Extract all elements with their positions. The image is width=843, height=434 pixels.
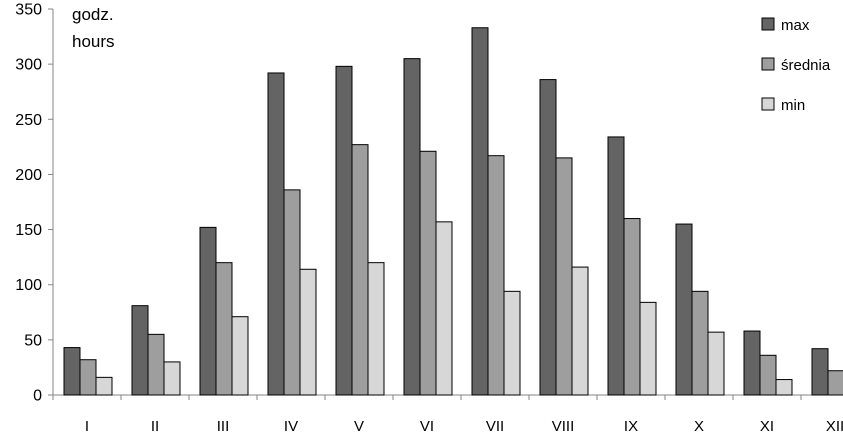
legend-label: min xyxy=(781,97,805,114)
bar-min-IV xyxy=(299,268,317,396)
x-tick-label: V xyxy=(354,418,364,434)
bar-min-X xyxy=(707,331,725,396)
bar-group xyxy=(63,27,843,396)
bar-min-VII xyxy=(503,290,521,396)
bar-średnia-XII xyxy=(827,370,843,396)
bar-średnia-VIII xyxy=(555,157,573,396)
x-tick-label: X xyxy=(694,418,704,434)
bar-min-III xyxy=(231,316,249,396)
bar-min-IX xyxy=(639,301,657,396)
bar-max-III xyxy=(199,226,217,396)
x-axis: I II III IV V VI VII VIII IX X XI XII xyxy=(52,394,843,434)
x-tick-label: IX xyxy=(624,418,638,434)
bar-max-IX xyxy=(607,136,625,396)
bar-średnia-II xyxy=(147,333,165,396)
bar-min-XI xyxy=(775,379,793,396)
y-tick-label: 200 xyxy=(15,167,42,184)
bar-średnia-VII xyxy=(487,155,505,396)
y-axis: 0 50 100 150 200 250 300 350 xyxy=(15,2,54,405)
bar-max-X xyxy=(675,223,693,396)
x-tick-label: XII xyxy=(826,418,843,434)
bar-min-I xyxy=(95,376,113,396)
bar-średnia-XI xyxy=(759,354,777,396)
bar-max-IV xyxy=(267,72,285,396)
y-tick-label: 300 xyxy=(15,57,42,74)
bar-średnia-V xyxy=(351,144,369,396)
bar-średnia-VI xyxy=(419,150,437,396)
y-tick-label: 250 xyxy=(15,112,42,129)
bar-max-XI xyxy=(743,330,761,396)
x-tick-label: VI xyxy=(420,418,434,434)
bar-średnia-X xyxy=(691,290,709,396)
bar-max-VI xyxy=(403,58,421,396)
y-unit-label: godz. hours xyxy=(72,5,115,51)
y-tick-label: 100 xyxy=(15,277,42,294)
bar-średnia-IV xyxy=(283,189,301,396)
legend: max średnia min xyxy=(761,17,831,114)
y-unit-label-line-1: godz. xyxy=(72,5,114,24)
x-tick-label: I xyxy=(85,418,89,434)
legend-swatch xyxy=(761,57,775,71)
x-tick-label: VII xyxy=(486,418,504,434)
bar-średnia-IX xyxy=(623,218,641,396)
legend-swatch xyxy=(761,17,775,31)
x-tick-label: III xyxy=(217,418,230,434)
legend-label: max xyxy=(781,17,810,34)
bar-max-VIII xyxy=(539,79,557,396)
y-tick-label: 350 xyxy=(15,2,42,19)
bar-min-V xyxy=(367,262,385,396)
x-tick-label: XI xyxy=(760,418,774,434)
y-tick-label: 0 xyxy=(33,388,42,405)
bar-max-VII xyxy=(471,27,489,396)
x-tick-label: IV xyxy=(284,418,298,434)
bar-max-I xyxy=(63,347,81,396)
bar-max-XII xyxy=(811,348,829,396)
bar-średnia-III xyxy=(215,262,233,396)
y-tick-label: 150 xyxy=(15,222,42,239)
y-unit-label-line-2: hours xyxy=(72,32,115,51)
bar-min-VI xyxy=(435,221,453,396)
legend-swatch xyxy=(761,97,775,111)
x-tick-label: VIII xyxy=(552,418,575,434)
bar-min-II xyxy=(163,361,181,396)
legend-label: średnia xyxy=(781,57,831,74)
bar-min-VIII xyxy=(571,266,589,396)
x-tick-label: II xyxy=(151,418,159,434)
bar-max-II xyxy=(131,305,149,396)
bar-średnia-I xyxy=(79,359,97,396)
bar-max-V xyxy=(335,65,353,396)
y-tick-label: 50 xyxy=(24,332,42,349)
